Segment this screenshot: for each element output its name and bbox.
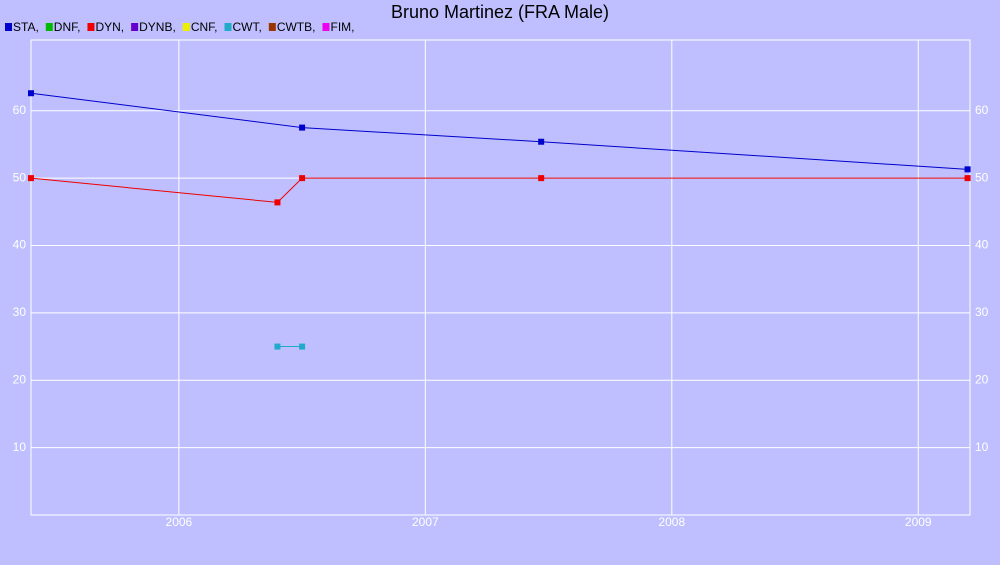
data-point: [299, 124, 306, 131]
legend-label: STA,: [13, 20, 39, 34]
legend-label: DNF,: [54, 20, 81, 34]
legend-swatch: [131, 23, 139, 31]
legend-label: DYNB,: [139, 20, 176, 34]
x-tick-label: 2008: [658, 515, 685, 529]
y2-tick-label: 20: [975, 372, 989, 386]
y2-tick-label: 10: [975, 440, 989, 454]
legend-swatch: [182, 23, 190, 31]
data-point: [274, 343, 281, 350]
plot-frame: [30, 39, 971, 516]
legend-label: CWTB,: [277, 20, 316, 34]
y-tick-label: 20: [13, 372, 27, 386]
series-line: [30, 92, 968, 170]
data-point: [299, 175, 306, 182]
data-point: [28, 175, 34, 182]
data-point: [964, 175, 971, 182]
legend-swatch: [87, 23, 95, 31]
x-tick-label: 2006: [166, 515, 193, 529]
data-point: [538, 138, 545, 145]
legend-swatch: [45, 23, 53, 31]
legend-label: DYN,: [95, 20, 124, 34]
y-tick-label: 40: [13, 238, 27, 252]
data-point: [299, 343, 306, 350]
y2-tick-label: 30: [975, 305, 989, 319]
legend-label: CNF,: [191, 20, 218, 34]
y-tick-label: 60: [13, 103, 27, 117]
legend-swatch: [5, 23, 12, 31]
data-point: [964, 166, 971, 173]
y-tick-label: 10: [13, 440, 27, 454]
y2-tick-label: 50: [975, 170, 989, 184]
y2-tick-label: 40: [975, 238, 989, 252]
x-tick-label: 2007: [412, 515, 439, 529]
data-point: [274, 199, 281, 206]
y-tick-label: 30: [13, 305, 27, 319]
legend-swatch: [224, 23, 232, 31]
chart-title: Bruno Martinez (FRA Male): [391, 2, 609, 22]
legend-label: CWT,: [232, 20, 261, 34]
data-point: [28, 90, 34, 97]
y2-tick-label: 60: [975, 103, 989, 117]
data-point: [538, 175, 545, 182]
y-tick-label: 50: [13, 170, 27, 184]
legend-swatch: [322, 23, 330, 31]
legend-swatch: [268, 23, 276, 31]
legend-label: FIM,: [330, 20, 354, 34]
x-tick-label: 2009: [905, 515, 932, 529]
